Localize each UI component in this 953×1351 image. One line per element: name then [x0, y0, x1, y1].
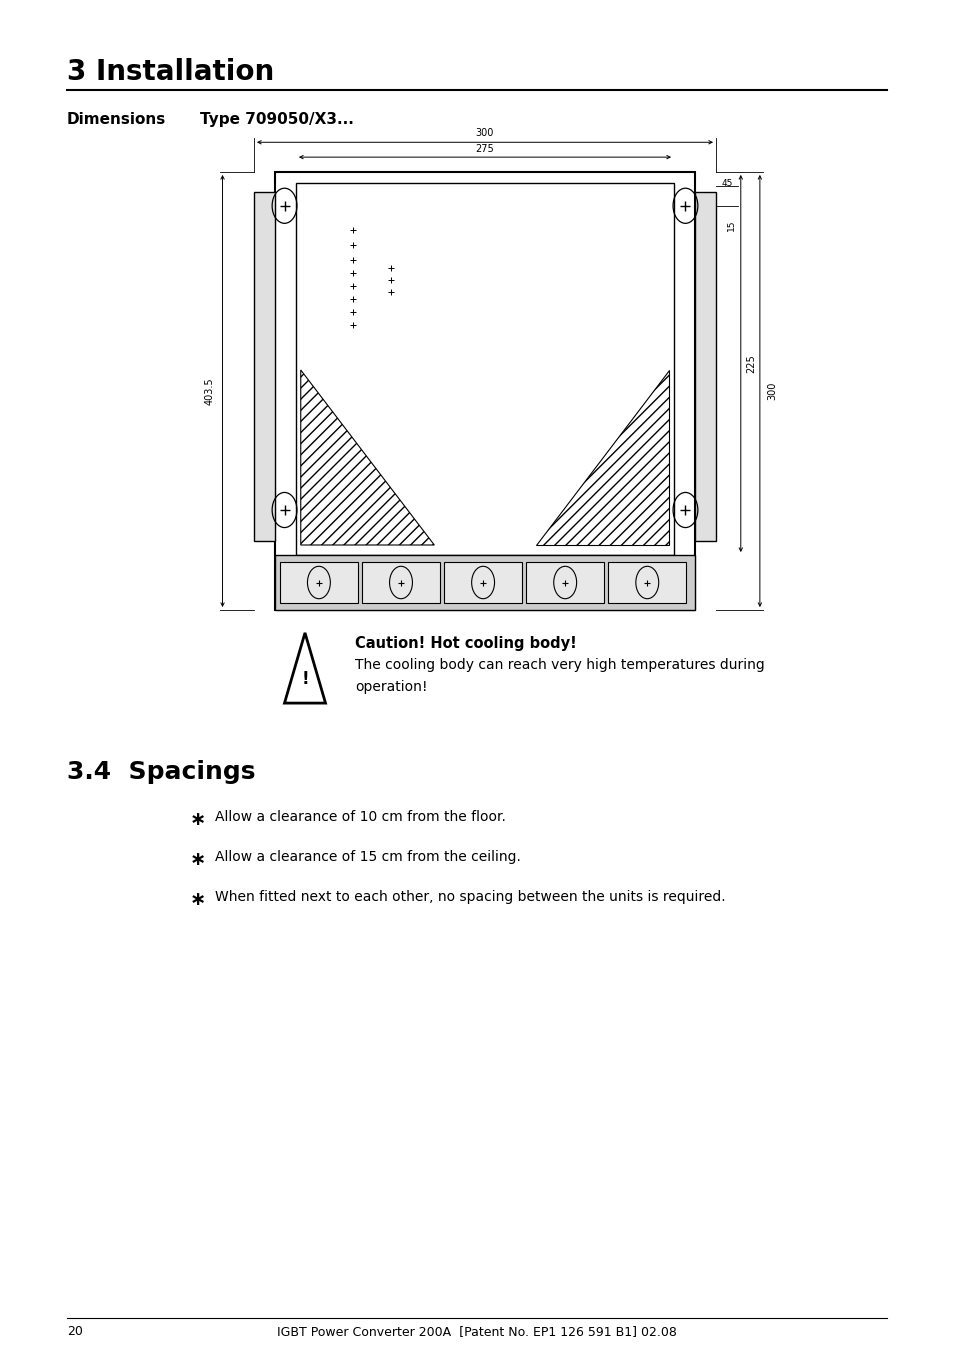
Text: Caution! Hot cooling body!: Caution! Hot cooling body!: [355, 636, 577, 651]
Bar: [695, 192, 716, 542]
Bar: [443, 562, 521, 604]
Bar: [253, 192, 274, 542]
Text: 225: 225: [746, 354, 756, 373]
Bar: [274, 172, 695, 611]
Bar: [295, 182, 674, 555]
Text: ∗: ∗: [190, 890, 206, 909]
Text: 300: 300: [767, 382, 777, 400]
Text: 45: 45: [721, 178, 732, 188]
Text: Dimensions: Dimensions: [67, 112, 166, 127]
Text: ∗: ∗: [190, 811, 206, 830]
Text: Allow a clearance of 15 cm from the ceiling.: Allow a clearance of 15 cm from the ceil…: [214, 850, 520, 865]
Bar: [607, 562, 686, 604]
Text: Type 709050/X3...: Type 709050/X3...: [200, 112, 354, 127]
Text: The cooling body can reach very high temperatures during: The cooling body can reach very high tem…: [355, 658, 764, 671]
Bar: [361, 562, 439, 604]
Text: Allow a clearance of 10 cm from the floor.: Allow a clearance of 10 cm from the floo…: [214, 811, 505, 824]
Polygon shape: [536, 370, 669, 544]
Text: IGBT Power Converter 200A  [Patent No. EP1 126 591 B1] 02.08: IGBT Power Converter 200A [Patent No. EP…: [276, 1325, 677, 1337]
Bar: [525, 562, 603, 604]
Bar: [274, 555, 695, 611]
Text: 20: 20: [67, 1325, 83, 1337]
Text: 300: 300: [476, 128, 494, 138]
Text: 3 Installation: 3 Installation: [67, 58, 274, 86]
Text: 15: 15: [726, 219, 735, 231]
Text: ∗: ∗: [190, 850, 206, 869]
Polygon shape: [300, 370, 434, 544]
Text: 403.5: 403.5: [205, 377, 214, 405]
Text: When fitted next to each other, no spacing between the units is required.: When fitted next to each other, no spaci…: [214, 890, 725, 904]
Text: operation!: operation!: [355, 680, 427, 694]
Polygon shape: [284, 632, 325, 703]
Bar: [279, 562, 357, 604]
Text: !: !: [301, 670, 309, 688]
Text: 275: 275: [476, 145, 494, 154]
Text: 3.4  Spacings: 3.4 Spacings: [67, 761, 255, 784]
